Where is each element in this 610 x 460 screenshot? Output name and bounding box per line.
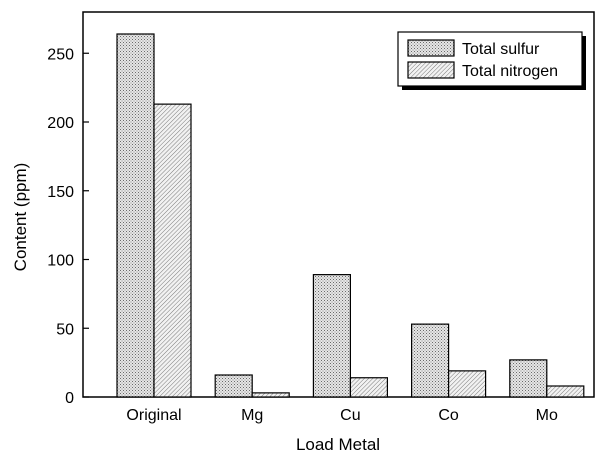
bar-co-nitrogen bbox=[448, 370, 487, 398]
bar-mo-sulfur bbox=[509, 359, 548, 398]
bar-mg-nitrogen bbox=[251, 392, 290, 398]
y-tick-label: 100 bbox=[47, 253, 74, 270]
y-axis: 0 50 100 150 200 250 bbox=[47, 46, 89, 407]
x-tick-label: Mo bbox=[536, 407, 558, 424]
x-tick-label: Co bbox=[438, 407, 459, 424]
x-axis: Original Mg Cu Co Mo bbox=[126, 407, 558, 424]
y-tick-label: 50 bbox=[56, 321, 74, 338]
bar-cu-sulfur bbox=[312, 274, 351, 398]
bar-co-sulfur bbox=[411, 323, 450, 398]
y-tick-label: 200 bbox=[47, 115, 74, 132]
legend-label: Total nitrogen bbox=[462, 63, 558, 80]
y-axis-label: Content (ppm) bbox=[11, 163, 30, 272]
y-tick-label: 250 bbox=[47, 46, 74, 63]
bar-mg-sulfur bbox=[214, 374, 253, 398]
x-tick-label: Mg bbox=[241, 407, 263, 424]
bar-cu-nitrogen bbox=[349, 377, 388, 398]
legend-label: Total sulfur bbox=[462, 41, 540, 58]
x-tick-label: Cu bbox=[340, 407, 360, 424]
legend: Total sulfur Total nitrogen bbox=[397, 31, 586, 90]
x-axis-label: Load Metal bbox=[296, 435, 380, 454]
bar-mo-nitrogen bbox=[546, 385, 585, 398]
y-tick-label: 150 bbox=[47, 184, 74, 201]
bars bbox=[116, 33, 585, 398]
legend-swatch bbox=[407, 61, 455, 79]
bar-original-sulfur bbox=[116, 33, 155, 398]
legend-swatch bbox=[407, 39, 455, 57]
x-tick-label: Original bbox=[126, 407, 181, 424]
bar-original-nitrogen bbox=[153, 103, 192, 398]
y-tick-label: 0 bbox=[65, 390, 74, 407]
